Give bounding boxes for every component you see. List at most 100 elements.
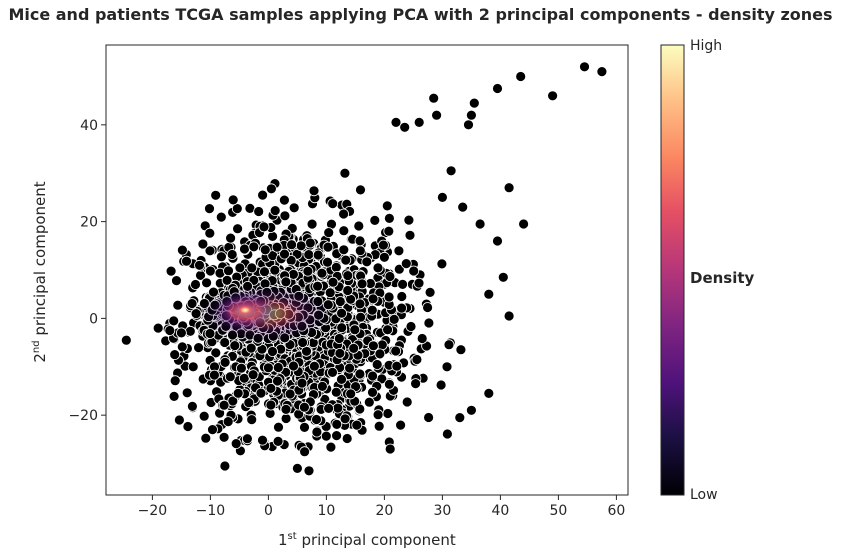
y-tick-label: −20 [68, 408, 98, 424]
data-point [354, 403, 366, 415]
data-point [579, 61, 590, 73]
data-point [299, 446, 311, 458]
data-point [327, 276, 339, 288]
data-point [207, 424, 218, 436]
x-tick-label: 10 [317, 503, 335, 519]
colorbar-title: Density [690, 269, 755, 287]
data-point [383, 291, 395, 303]
data-point [354, 368, 366, 380]
colorbar [660, 44, 685, 496]
data-point [298, 401, 310, 413]
data-point [547, 90, 558, 102]
data-point [416, 333, 428, 344]
data-point [371, 359, 383, 370]
data-point [341, 433, 353, 444]
data-point [396, 302, 408, 314]
data-point [361, 256, 373, 268]
data-point [354, 235, 366, 247]
data-point [204, 203, 215, 215]
data-point [224, 371, 236, 383]
data-point [372, 409, 384, 421]
data-point [230, 438, 242, 450]
data-point [308, 185, 320, 197]
data-point [397, 278, 409, 290]
data-point [279, 210, 291, 222]
y-tick-label: 20 [80, 215, 98, 231]
data-point [200, 432, 212, 444]
data-point [193, 342, 205, 354]
data-point [232, 387, 244, 399]
data-point [218, 399, 230, 411]
data-point [340, 254, 352, 266]
data-point [302, 265, 314, 277]
data-point [383, 212, 395, 224]
plot-frame [105, 44, 629, 496]
data-point [351, 419, 363, 431]
data-point [259, 266, 270, 278]
data-point [503, 182, 515, 194]
data-point [226, 249, 238, 260]
density-layer [195, 283, 336, 344]
data-point [342, 270, 354, 282]
data-point [334, 296, 346, 307]
x-axis-label-ordinal: 1 [278, 531, 288, 549]
data-point [518, 218, 529, 230]
data-point [222, 416, 234, 428]
data-point [164, 325, 176, 336]
data-point [272, 362, 284, 373]
y-axis-label-text: principal component [31, 181, 49, 336]
data-point [246, 414, 258, 426]
data-point [308, 360, 320, 372]
data-point [393, 263, 405, 275]
data-point [422, 302, 434, 313]
data-point [327, 198, 339, 210]
data-point [431, 109, 443, 121]
data-point [339, 413, 351, 425]
data-point [258, 221, 270, 233]
data-point [181, 255, 192, 267]
data-point [322, 256, 333, 268]
data-point [312, 280, 324, 292]
density-zone [231, 301, 260, 320]
data-point [194, 259, 205, 271]
data-point [441, 361, 453, 373]
data-point [218, 431, 230, 443]
y-axis-label-sup: nd [31, 340, 42, 354]
data-point [284, 388, 296, 400]
data-point [404, 229, 416, 241]
data-point [168, 315, 180, 327]
data-point [369, 214, 381, 226]
data-point [445, 165, 457, 177]
data-point [334, 347, 346, 359]
data-point [388, 313, 400, 325]
data-point [382, 324, 394, 336]
data-point [272, 375, 283, 387]
data-point [280, 413, 292, 424]
data-point [208, 369, 220, 381]
data-point [168, 390, 180, 402]
data-point [367, 293, 379, 305]
data-point [280, 403, 292, 415]
data-point [333, 333, 345, 344]
data-point [272, 435, 284, 447]
data-point [269, 205, 281, 217]
data-point [176, 341, 188, 353]
data-point [265, 183, 277, 195]
y-axis-label-ordinal: 2 [31, 353, 49, 363]
data-point [423, 412, 435, 423]
data-point [257, 434, 268, 446]
data-point [248, 241, 260, 253]
data-point [383, 225, 395, 237]
data-point [267, 346, 278, 357]
data-point [503, 310, 515, 322]
data-point [403, 214, 415, 226]
data-point [303, 465, 315, 477]
data-point [345, 388, 357, 400]
data-point [441, 428, 453, 440]
data-point [288, 202, 300, 214]
data-point [235, 362, 247, 374]
y-tick-label: 40 [80, 118, 98, 134]
data-point [253, 206, 265, 217]
data-point [327, 366, 338, 378]
data-point [436, 191, 448, 203]
